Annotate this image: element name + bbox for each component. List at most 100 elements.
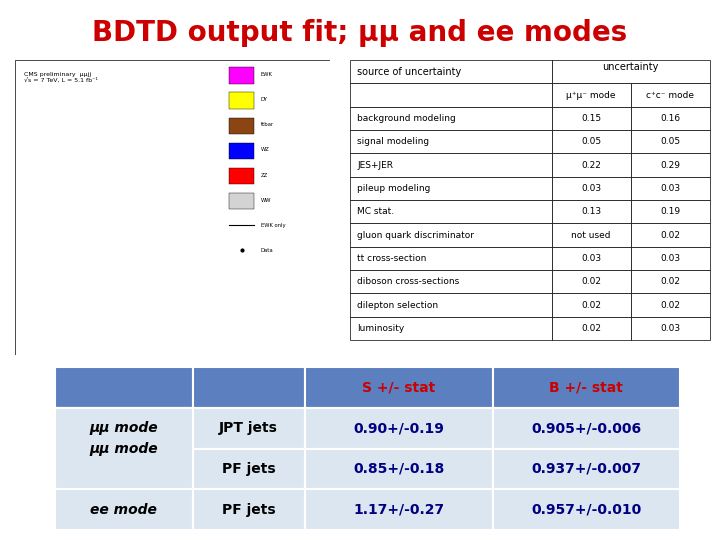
Text: DY: DY: [261, 97, 268, 102]
Bar: [229, 143, 254, 159]
Text: signal modeling: signal modeling: [357, 137, 429, 146]
Bar: [350, 224, 552, 247]
Text: 0.02: 0.02: [581, 277, 601, 286]
Text: 0.02: 0.02: [660, 277, 680, 286]
Text: BDTD output fit; μμ and ee modes: BDTD output fit; μμ and ee modes: [92, 19, 628, 47]
Text: gluon quark discriminator: gluon quark discriminator: [357, 231, 474, 240]
Text: 0.05: 0.05: [660, 137, 680, 146]
Bar: [631, 177, 710, 200]
Bar: [229, 193, 254, 209]
Text: CMS preliminary  μμjj
√s = 7 TeV, L = 5.1 fb⁻¹: CMS preliminary μμjj √s = 7 TeV, L = 5.1…: [24, 72, 99, 83]
Text: WZ: WZ: [261, 147, 269, 152]
Text: 0.13: 0.13: [581, 207, 601, 216]
Bar: [631, 83, 710, 107]
Bar: [552, 153, 631, 177]
Text: 0.02: 0.02: [660, 231, 680, 240]
Bar: [229, 168, 254, 184]
Bar: [552, 130, 631, 153]
Text: 0.85+/-0.18: 0.85+/-0.18: [353, 462, 444, 476]
Text: WW: WW: [261, 198, 271, 202]
Text: μμ mode: μμ mode: [89, 442, 158, 456]
Text: Data: Data: [261, 248, 274, 253]
Text: 0.05: 0.05: [581, 137, 601, 146]
Text: 0.03: 0.03: [660, 254, 680, 263]
Text: 0.15: 0.15: [581, 114, 601, 123]
Bar: [55, 367, 192, 408]
Bar: [350, 270, 552, 293]
Bar: [350, 293, 552, 316]
Text: 0.19: 0.19: [660, 207, 680, 216]
Bar: [631, 247, 710, 270]
Bar: [631, 293, 710, 316]
Bar: [350, 200, 552, 224]
Bar: [552, 293, 631, 316]
Text: B +/- stat: B +/- stat: [549, 380, 624, 394]
Bar: [552, 200, 631, 224]
Bar: [350, 153, 552, 177]
Text: 0.16: 0.16: [660, 114, 680, 123]
Bar: [305, 367, 492, 408]
Text: ZZ: ZZ: [261, 173, 268, 178]
Text: 0.02: 0.02: [660, 300, 680, 309]
Bar: [492, 408, 680, 449]
Bar: [631, 316, 710, 340]
Text: source of uncertainty: source of uncertainty: [357, 66, 462, 77]
Text: S +/- stat: S +/- stat: [362, 380, 436, 394]
Bar: [350, 83, 552, 107]
Bar: [192, 367, 305, 408]
Text: luminosity: luminosity: [357, 324, 405, 333]
Bar: [552, 270, 631, 293]
Text: c⁺c⁻ mode: c⁺c⁻ mode: [647, 91, 694, 99]
Bar: [229, 92, 254, 109]
Text: BDTD output: BDTD output: [150, 367, 195, 373]
Text: EWK: EWK: [261, 72, 273, 77]
Text: 0.90+/-0.19: 0.90+/-0.19: [354, 421, 444, 435]
Text: background modeling: background modeling: [357, 114, 456, 123]
Bar: [552, 316, 631, 340]
Text: ee mode: ee mode: [90, 503, 157, 517]
Bar: [229, 118, 254, 134]
Text: not used: not used: [572, 231, 611, 240]
Bar: [350, 247, 552, 270]
Bar: [305, 449, 492, 489]
Text: 0.03: 0.03: [581, 184, 601, 193]
Bar: [350, 107, 552, 130]
Bar: [631, 224, 710, 247]
Text: ttbar: ttbar: [261, 123, 274, 127]
Bar: [350, 177, 552, 200]
Text: 0.29: 0.29: [660, 160, 680, 170]
Text: EWK only: EWK only: [261, 222, 285, 228]
Bar: [229, 68, 254, 84]
Bar: [552, 224, 631, 247]
Text: μμ mode: μμ mode: [89, 421, 158, 435]
Bar: [55, 408, 192, 449]
Bar: [55, 408, 192, 489]
Text: 0.03: 0.03: [660, 184, 680, 193]
Bar: [552, 177, 631, 200]
Bar: [552, 60, 710, 83]
Text: 1.17+/-0.27: 1.17+/-0.27: [354, 503, 444, 517]
Bar: [55, 449, 192, 489]
Text: 0.905+/-0.006: 0.905+/-0.006: [531, 421, 642, 435]
Bar: [492, 449, 680, 489]
Bar: [192, 489, 305, 530]
Bar: [192, 449, 305, 489]
Text: 0.02: 0.02: [581, 324, 601, 333]
Bar: [552, 83, 631, 107]
Text: PF jets: PF jets: [222, 503, 276, 517]
Bar: [305, 408, 492, 449]
Bar: [631, 270, 710, 293]
Bar: [492, 367, 680, 408]
Bar: [192, 408, 305, 449]
Text: 0.957+/-0.010: 0.957+/-0.010: [531, 503, 642, 517]
Text: MC stat.: MC stat.: [357, 207, 395, 216]
Bar: [350, 316, 552, 340]
Bar: [350, 60, 552, 83]
Text: 0.02: 0.02: [581, 300, 601, 309]
Text: tt cross-section: tt cross-section: [357, 254, 426, 263]
Text: dilepton selection: dilepton selection: [357, 300, 438, 309]
Bar: [55, 489, 192, 530]
Text: μ⁺μ⁻ mode: μ⁺μ⁻ mode: [567, 91, 616, 99]
Text: JPT jets: JPT jets: [220, 421, 278, 435]
Text: uncertainty: uncertainty: [603, 62, 659, 72]
